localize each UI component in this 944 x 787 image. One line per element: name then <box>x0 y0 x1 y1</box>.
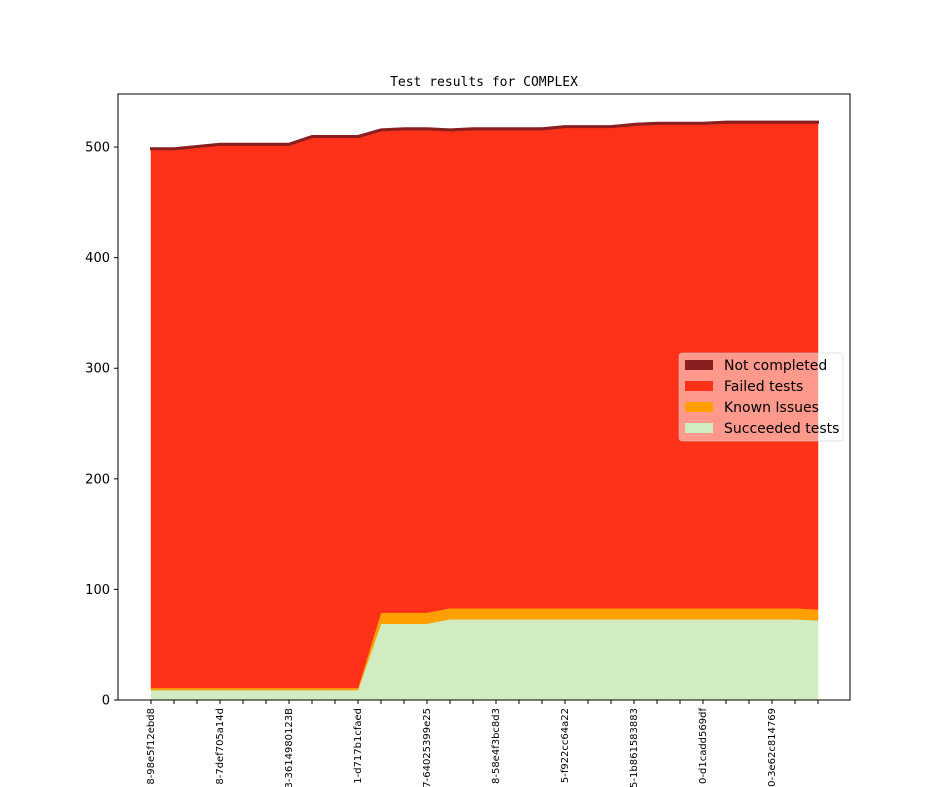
y-tick-label: 400 <box>85 251 110 266</box>
legend-swatch-failed-tests <box>685 381 713 391</box>
x-tick-label: 8-7def705a14d <box>215 708 226 785</box>
x-tick-label: 0-d1cadd569df <box>698 708 709 784</box>
legend-label-failed-tests: Failed tests <box>724 379 803 395</box>
area-layers <box>150 120 819 701</box>
x-tick-label: 0-3e62c814769 <box>767 708 778 787</box>
legend-box <box>678 352 844 442</box>
legend-label-known-issues: Known Issues <box>724 400 819 416</box>
area-not-completed <box>150 120 819 151</box>
x-tick-label: 8-58e4f3bc8d3 <box>491 708 502 784</box>
x-tick-label: 7-64025399e25 <box>422 708 433 787</box>
legend: Not completed Failed tests Known Issues Suc… <box>678 352 844 442</box>
y-axis: 0 100 200 300 400 500 <box>85 141 118 709</box>
legend-swatch-succeeded-tests <box>685 423 713 433</box>
legend-swatch-not-completed <box>685 360 713 370</box>
y-tick-label: 300 <box>85 362 110 377</box>
y-tick-label: 500 <box>85 141 110 156</box>
chart-title: Test results for COMPLEX <box>390 75 578 90</box>
y-tick-label: 200 <box>85 472 110 487</box>
x-tick-label: 5-f922cc64a22 <box>560 708 571 783</box>
x-axis: 8-98e5f12ebd8 8-7def705a14d 3-3614980123B 1… <box>146 700 819 787</box>
x-tick-label: 1-d717b1cfaed <box>353 708 364 784</box>
plot-frame <box>117 93 851 701</box>
y-tick-label: 100 <box>85 583 110 598</box>
x-tick-label: 3-3614980123B <box>284 708 295 787</box>
x-tick-label: 8-98e5f12ebd8 <box>146 708 157 785</box>
legend-swatch-known-issues <box>685 402 713 412</box>
x-tick-label: 5-1b861583883 <box>629 708 640 787</box>
legend-label-succeeded-tests: Succeeded tests <box>724 421 839 437</box>
legend-label-not-completed: Not completed <box>724 358 827 374</box>
y-tick-label: 0 <box>102 694 110 709</box>
